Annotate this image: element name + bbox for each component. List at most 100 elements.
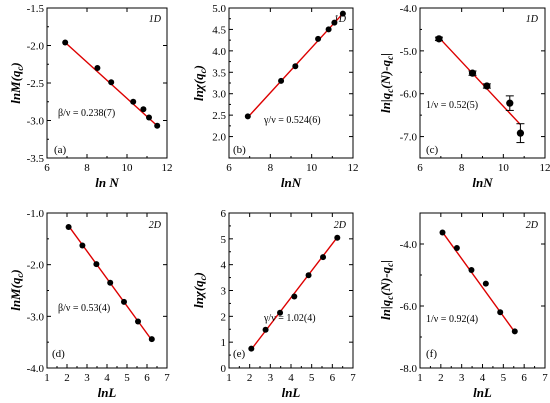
data-point [248,345,255,352]
dimension-label: 1D [334,14,347,25]
plot-frame [419,7,546,159]
data-point [315,35,322,42]
data-point [291,293,298,300]
x-tick-label: 10 [498,162,510,174]
x-tick-label: 6 [144,372,150,384]
x-tick-label: 6 [521,372,527,384]
y-tick-label: 5 [221,234,227,246]
y-tick-label: -2.5 [27,78,45,90]
plot-frame [46,212,168,369]
y-tick-label: -2.0 [27,41,45,53]
y-tick-label: 4 [221,260,227,272]
data-point [148,336,155,343]
dimension-label: 2D [149,220,162,231]
exponent-annotation: γ/ν = 1.02(4) [263,313,316,324]
y-axis-label: ln|qc(N)-qc| [378,260,395,320]
data-point [135,318,141,325]
panel-label: (e) [233,348,246,360]
x-axis-label: lnN [472,175,493,190]
data-point [497,309,504,316]
panel-label: (b) [233,144,246,156]
data-point [331,19,338,26]
data-point [516,129,525,137]
y-tick-label: 2.5 [212,110,226,122]
panel-label: (f) [426,348,437,360]
data-point [65,223,72,230]
x-tick-label: 2 [247,372,253,384]
plot-frame [228,7,354,159]
data-point [334,234,341,241]
data-point [262,326,269,333]
data-point [506,99,514,107]
panel-b: 6 8 10 12 2.0 2.5 3.0 3.5 4.0 4.5 5.0 γ/ν = 0.524(6… [191,3,359,190]
fit-line [250,236,338,350]
x-tick-label: 3 [459,372,465,384]
y-tick-label: -7.0 [400,132,418,144]
panel-d: 1 2 3 4 5 6 7 -4.0 -3.0 -2.0 -1.0 β/ν = 0.53(4) 2D (d… [8,208,170,400]
x-tick-label: 12 [162,162,173,174]
x-axis-label: lnL [473,385,492,400]
dimension-label: 1D [149,14,162,25]
dimension-label: 2D [526,220,539,231]
x-tick-label: 8 [84,162,90,174]
y-tick-label: -1.5 [27,3,45,15]
data-point [511,328,518,335]
y-tick-label: -1.0 [27,208,45,220]
x-axis-label: lnN [281,175,302,190]
y-tick-label: 4.5 [212,24,226,36]
data-point [325,26,332,33]
data-point [79,242,86,249]
panel-label: (a) [54,144,67,156]
data-point [435,35,443,43]
data-point [140,106,147,113]
y-tick-label: -3.0 [27,116,45,128]
y-axis-label: lnχ(qc) [191,272,208,308]
data-point [130,98,137,105]
data-point [277,309,284,316]
x-tick-label: 3 [268,372,274,384]
y-tick-label: -5.0 [400,46,418,58]
x-tick-label: 3 [84,372,90,384]
data-point [108,79,115,86]
exponent-annotation: 1/ν = 0.92(4) [426,314,478,325]
x-tick-label: 12 [348,162,359,174]
y-tick-label: 2 [221,311,227,323]
y-tick-label: -2.0 [27,260,45,272]
plot-frame [419,212,546,369]
x-tick-label: 7 [542,372,548,384]
data-point [244,113,251,120]
y-tick-label: 6 [221,208,227,220]
x-tick-label: 5 [309,372,315,384]
data-point [320,254,327,261]
data-point [278,77,285,84]
x-tick-label: 1 [44,372,50,384]
exponent-annotation: γ/ν = 0.524(6) [263,115,321,126]
y-tick-label: -3.5 [27,153,45,165]
y-tick-label: 1 [221,337,227,349]
y-tick-label: 5.0 [212,3,226,15]
y-axis-label: lnM(qc) [8,62,25,104]
y-axis-label: lnM(qc) [8,269,25,311]
y-tick-label: -6.0 [400,301,418,313]
x-tick-label: 6 [330,372,336,384]
y-tick-label: 3 [221,286,227,298]
data-point [305,272,312,279]
data-point [482,280,489,287]
y-tick-label: -4.0 [400,3,418,15]
data-point [468,69,477,77]
data-point [121,298,127,305]
x-tick-label: 2 [64,372,70,384]
exponent-annotation: β/ν = 0.238(7) [58,108,115,119]
exponent-annotation: β/ν = 0.53(4) [58,303,110,314]
x-tick-label: 1 [417,372,423,384]
panel-label: (c) [426,144,439,156]
x-tick-label: 12 [540,162,550,174]
x-tick-label: 2 [438,372,444,384]
panel-f: 1 2 3 4 5 6 7 -8.0 -6.0 -4.0 1/ν = 0.92(4) 2D (f) lnL… [378,212,548,400]
x-tick-label: 4 [480,372,486,384]
y-axis-label: ln|qc(N)-qc| [378,53,395,113]
x-tick-label: 6 [226,162,232,174]
data-point [483,82,491,90]
